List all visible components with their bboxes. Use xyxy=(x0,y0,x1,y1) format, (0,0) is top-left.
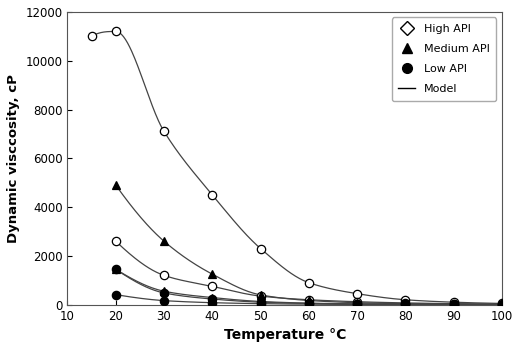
X-axis label: Temperature °C: Temperature °C xyxy=(224,328,346,342)
Y-axis label: Dynamic visccosity, cP: Dynamic visccosity, cP xyxy=(7,74,20,243)
Legend: High API, Medium API, Low API, Model: High API, Medium API, Low API, Model xyxy=(392,17,497,101)
